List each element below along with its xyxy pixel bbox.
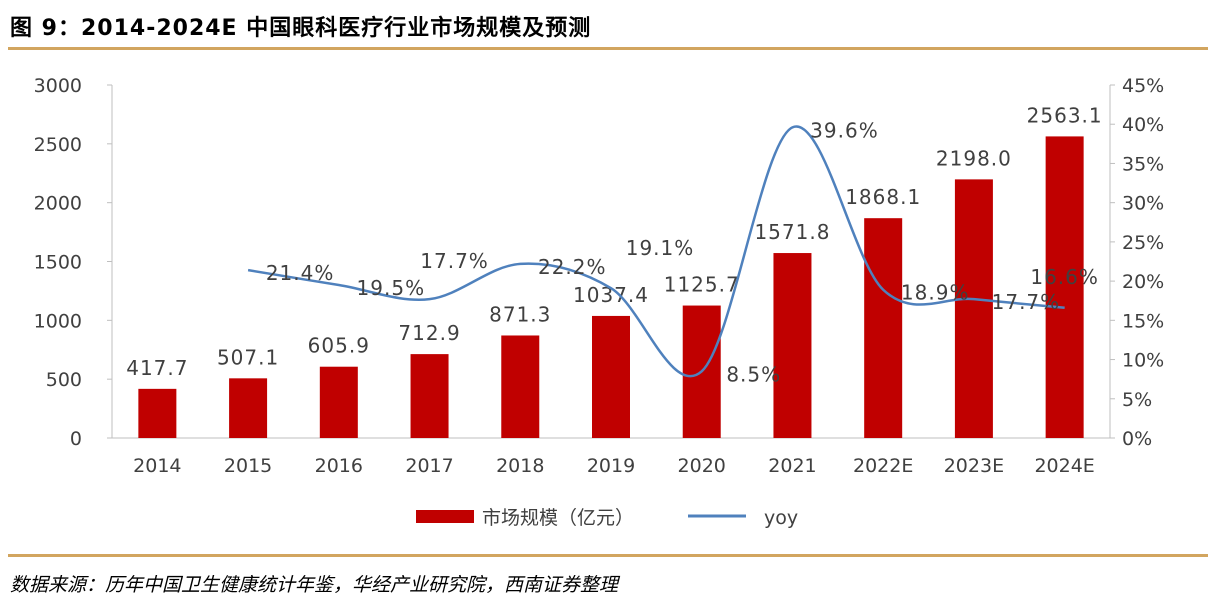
right-axis-tick-label: 0% [1122, 428, 1152, 450]
x-axis-tick-label: 2023E [944, 455, 1004, 477]
yoy-data-label: 18.9% [901, 281, 970, 305]
bar-data-label: 871.3 [489, 302, 551, 326]
x-axis-tick-label: 2016 [315, 455, 363, 477]
bar-data-label: 712.9 [398, 321, 460, 345]
legend-swatch-bar [416, 510, 474, 523]
left-axis-tick-label: 2500 [34, 134, 82, 156]
yoy-data-label: 16.6% [1030, 265, 1099, 289]
bar-data-label: 1037.4 [573, 283, 649, 307]
yoy-data-label: 19.5% [357, 276, 426, 300]
left-axis-tick-label: 500 [46, 369, 82, 391]
bar-data-label: 1125.7 [664, 273, 740, 297]
bar [1045, 136, 1084, 438]
right-axis-tick-label: 30% [1122, 193, 1164, 215]
right-axis-tick-label: 25% [1122, 232, 1164, 254]
bar-data-label: 605.9 [308, 334, 370, 358]
bar-data-label: 417.7 [126, 356, 188, 380]
right-axis-tick-label: 35% [1122, 153, 1164, 175]
yoy-data-label: 8.5% [726, 362, 781, 386]
bar [864, 218, 903, 438]
left-axis-tick-label: 1500 [34, 252, 82, 274]
bar-data-label: 2563.1 [1027, 103, 1103, 127]
x-axis-tick-label: 2014 [133, 455, 181, 477]
bar [138, 388, 177, 438]
legend-label-line: yoy [764, 507, 798, 529]
figure-title: 图 9：2014-2024E 中国眼科医疗行业市场规模及预测 [10, 16, 592, 41]
bar [954, 179, 993, 439]
yoy-data-label: 39.6% [810, 118, 879, 142]
bar [410, 354, 449, 438]
bar [592, 315, 630, 438]
yoy-data-label: 19.1% [626, 236, 695, 260]
bar-data-label: 1868.1 [845, 185, 921, 209]
x-axis-tick-label: 2018 [496, 455, 544, 477]
x-axis-tick-label: 2020 [678, 455, 726, 477]
left-axis-tick-label: 3000 [34, 75, 82, 97]
left-axis-tick-label: 0 [70, 428, 82, 450]
x-axis-tick-label: 2022E [853, 455, 913, 477]
bar [319, 366, 358, 438]
footer-rule [8, 554, 1208, 557]
x-axis-tick-label: 2024E [1034, 455, 1094, 477]
x-axis-tick-label: 2021 [768, 455, 816, 477]
x-axis-tick-label: 2019 [587, 455, 635, 477]
bar [229, 378, 268, 438]
source-note: 数据来源：历年中国卫生健康统计年鉴，华经产业研究院，西南证券整理 [10, 574, 619, 596]
bar-data-label: 507.1 [217, 345, 279, 369]
right-axis-tick-label: 10% [1122, 350, 1164, 372]
yoy-data-label: 22.2% [538, 255, 607, 279]
bar-data-label: 1571.8 [754, 220, 830, 244]
chart: 0 500 1000 1500 2000 2500 3000 0% 5% 10% 15% 20% 25%… [34, 75, 1165, 529]
bar [773, 253, 812, 438]
right-axis-tick-label: 40% [1122, 114, 1164, 136]
yoy-data-label: 17.7% [992, 290, 1061, 314]
bar-data-label: 2198.0 [936, 146, 1012, 170]
header-rule [8, 47, 1208, 50]
yoy-line [247, 125, 1065, 378]
bar [501, 335, 540, 438]
legend-label-bar: 市场规模（亿元） [482, 507, 634, 529]
right-axis-tick-label: 20% [1122, 271, 1164, 293]
left-axis-tick-label: 1000 [34, 310, 82, 332]
right-axis-tick-label: 45% [1122, 75, 1164, 97]
right-axis-tick-label: 5% [1122, 389, 1152, 411]
yoy-data-label: 17.7% [420, 249, 489, 273]
yoy-data-label: 21.4% [266, 261, 335, 285]
x-axis-tick-label: 2017 [405, 455, 453, 477]
left-axis-tick-label: 2000 [34, 193, 82, 215]
x-axis-tick-label: 2015 [224, 455, 272, 477]
right-axis-tick-label: 15% [1122, 310, 1164, 332]
